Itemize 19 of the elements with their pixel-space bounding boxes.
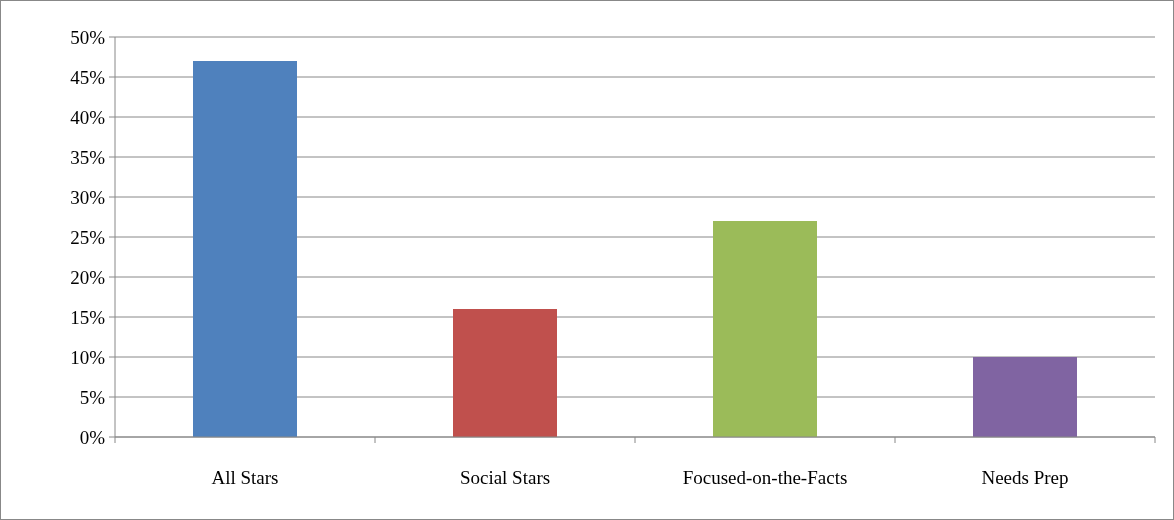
y-tick-label: 10%	[70, 346, 106, 368]
y-tick-label: 25%	[70, 226, 106, 248]
y-tick-label: 40%	[70, 106, 106, 128]
y-tick-label: 50%	[70, 26, 106, 48]
x-tick-label: Needs Prep	[981, 467, 1069, 488]
y-tick-label: 35%	[70, 146, 106, 168]
y-tick-label: 45%	[70, 66, 106, 88]
bar	[713, 221, 817, 437]
bar	[193, 61, 297, 437]
y-tick-label: 15%	[70, 306, 106, 328]
x-tick-label: Focused-on-the-Facts	[682, 467, 848, 488]
x-tick-label: All Stars	[211, 467, 279, 488]
x-tick-label: Social Stars	[459, 467, 551, 488]
y-tick-label: 0%	[79, 426, 106, 448]
y-tick-label: 5%	[79, 386, 106, 408]
bar	[453, 309, 557, 437]
bar	[973, 357, 1077, 437]
y-tick-label: 30%	[70, 186, 106, 208]
y-tick-label: 20%	[70, 266, 106, 288]
